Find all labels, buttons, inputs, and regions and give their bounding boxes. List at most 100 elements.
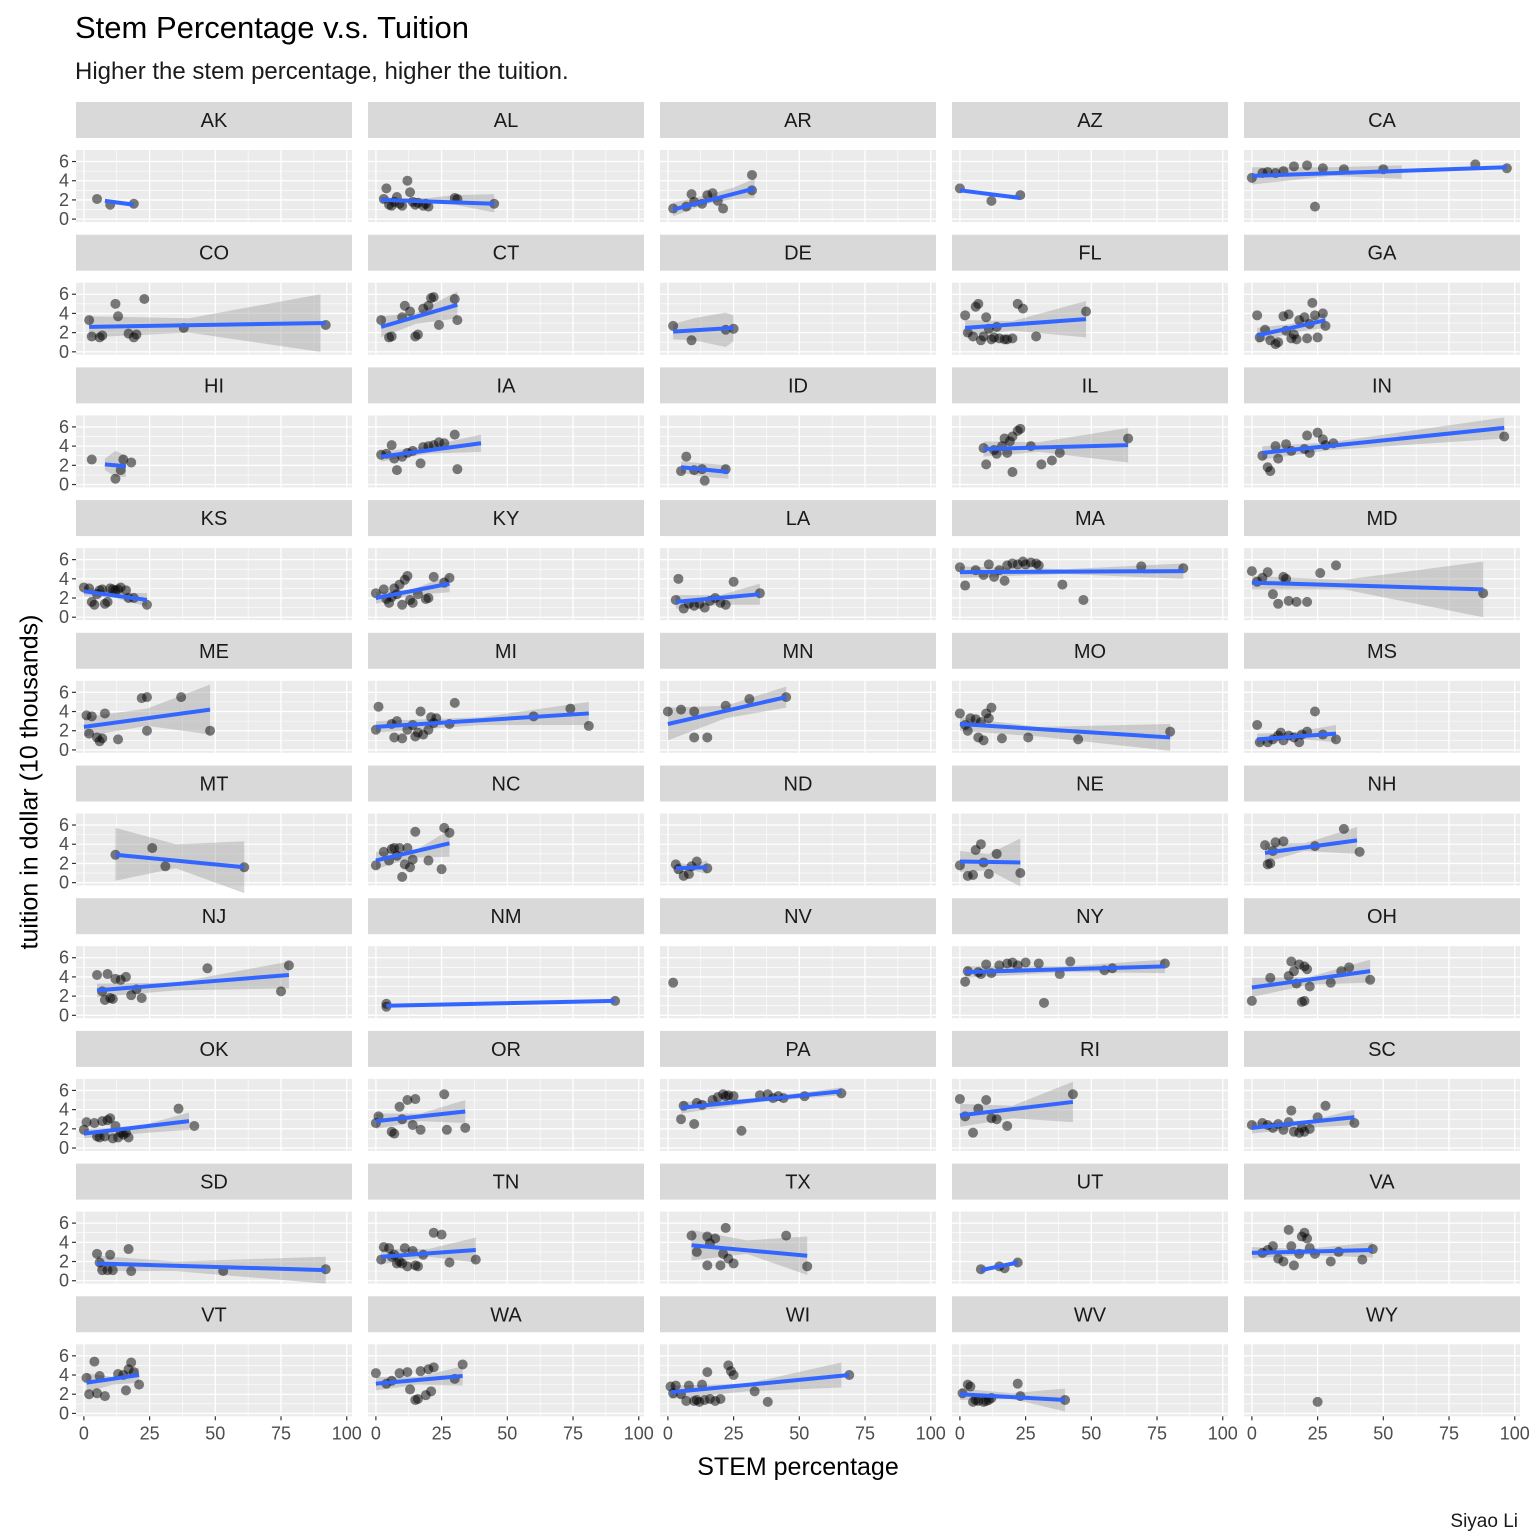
data-point-in	[1273, 453, 1284, 464]
confidence-band-mn	[667, 686, 787, 741]
data-point-ct	[428, 292, 439, 303]
fit-line-ut	[980, 1260, 1019, 1273]
data-point-oh	[1299, 995, 1310, 1006]
data-point-wi	[728, 1370, 739, 1381]
data-point-sd	[107, 1265, 118, 1276]
fit-line-ny	[965, 964, 1165, 975]
data-point-vt	[99, 1391, 110, 1402]
data-point-tx	[686, 1230, 697, 1241]
data-point-mt	[147, 843, 158, 854]
panel-pa	[660, 1078, 936, 1151]
data-point-wa	[415, 1366, 426, 1377]
data-point-fl	[973, 298, 984, 309]
y-tick-label: 0	[59, 1005, 69, 1025]
data-point-nj	[102, 969, 113, 980]
data-point-ny	[994, 960, 1005, 971]
y-tick-label: 0	[59, 740, 69, 760]
data-point-fl	[978, 331, 989, 342]
data-point-fl	[1007, 333, 1018, 344]
data-point-mo	[954, 708, 965, 719]
data-point-va	[1325, 1256, 1336, 1267]
data-point-pa	[689, 1119, 700, 1130]
data-point-nj	[92, 970, 103, 980]
data-point-or	[460, 1122, 471, 1133]
data-point-ky	[407, 597, 418, 608]
data-point-nh	[1338, 823, 1349, 834]
confidence-band-md	[1251, 561, 1484, 618]
data-point-id	[681, 451, 692, 462]
data-point-ok	[105, 1113, 116, 1124]
data-point-nh	[1260, 840, 1271, 851]
fit-line-in	[1262, 425, 1505, 455]
data-point-ct	[433, 319, 444, 330]
data-point-ny	[981, 959, 992, 970]
y-tick-label: 0	[59, 475, 69, 495]
x-tick-label: 50	[497, 1423, 517, 1443]
data-point-mi	[397, 733, 408, 744]
data-point-mn	[689, 732, 700, 743]
fit-line-wv	[959, 1392, 1066, 1402]
data-point-nh	[1265, 858, 1276, 869]
data-point-fl	[960, 310, 971, 321]
data-point-sd	[123, 1244, 134, 1255]
data-point-or	[439, 1089, 450, 1100]
data-point-ma	[960, 580, 971, 591]
y-tick-label: 4	[59, 1365, 69, 1385]
data-point-la	[699, 602, 710, 613]
strip-ok	[76, 1030, 352, 1067]
fit-line-al	[381, 197, 495, 206]
data-point-sc	[1278, 1124, 1289, 1135]
fit-line-ks	[83, 589, 148, 602]
strip-label-ma: MA	[1075, 508, 1106, 530]
data-point-ma	[989, 571, 1000, 582]
fit-line-ia	[380, 441, 482, 459]
data-point-me	[141, 725, 152, 736]
y-tick-label: 4	[59, 702, 69, 722]
data-point-de	[668, 320, 679, 331]
data-point-md	[1246, 566, 1257, 577]
data-point-in	[1265, 466, 1276, 477]
data-point-or	[441, 1124, 452, 1135]
strip-fl	[952, 234, 1228, 271]
fit-line-mt	[115, 852, 245, 870]
data-point-me	[84, 728, 95, 739]
strip-nh	[1244, 765, 1520, 802]
data-point-wi	[762, 1396, 773, 1407]
data-point-il	[1054, 447, 1065, 458]
data-point-il	[1046, 455, 1057, 466]
data-point-me	[176, 692, 187, 703]
data-point-tn	[436, 1229, 447, 1240]
data-point-md	[1291, 596, 1302, 607]
data-point-fl	[1031, 331, 1042, 342]
data-point-al	[381, 183, 392, 194]
data-point-ne	[968, 869, 979, 880]
fit-line-ga	[1256, 318, 1326, 338]
strip-sd	[76, 1163, 352, 1200]
fit-line-va	[1251, 1248, 1373, 1255]
data-point-wi	[715, 1394, 726, 1405]
data-point-md	[1331, 560, 1341, 571]
data-point-ar	[686, 189, 697, 200]
data-point-ny	[1012, 960, 1023, 971]
strip-label-nj: NJ	[202, 906, 226, 928]
data-point-al	[423, 201, 434, 212]
data-point-ma	[1136, 561, 1147, 572]
data-point-tx	[691, 1246, 702, 1257]
data-point-ar	[707, 188, 718, 199]
data-point-ia	[415, 458, 426, 469]
data-point-co	[139, 294, 150, 305]
data-point-ia	[386, 440, 397, 451]
data-point-hi	[118, 454, 129, 465]
data-point-ia	[391, 465, 402, 476]
data-point-in	[1499, 431, 1510, 442]
data-point-nd	[691, 856, 702, 867]
panel-ak	[76, 150, 352, 222]
data-point-in	[1312, 427, 1323, 438]
fit-line-id	[680, 465, 729, 475]
panel-sc	[1244, 1078, 1520, 1151]
data-point-la	[720, 599, 731, 610]
strip-la	[660, 500, 936, 537]
data-point-ma	[1078, 594, 1089, 605]
y-tick-label: 6	[59, 417, 69, 437]
fit-line-ar	[672, 186, 756, 212]
